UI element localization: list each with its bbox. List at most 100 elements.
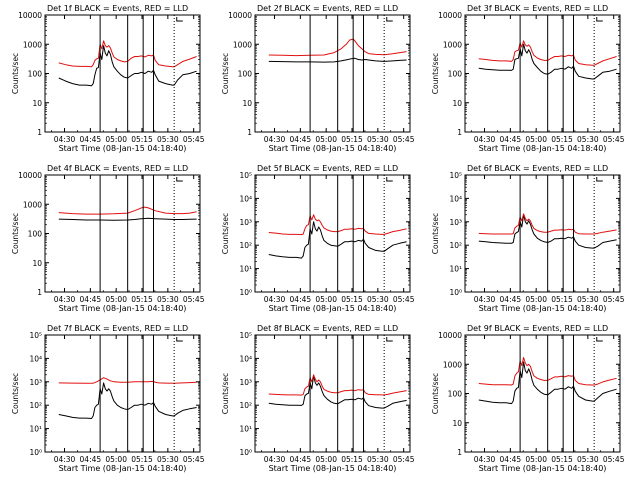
chart-panel: Det 3f BLACK = Events, RED = LLD 1 10 100 10… (431, 4, 625, 153)
x-tick-label: 04:45 (500, 455, 522, 464)
x-tick-label: 05:30 (367, 295, 389, 304)
y-tick-label: 1 (37, 128, 42, 137)
y-tick-label: 10¹ (239, 425, 252, 434)
corner-marker (176, 177, 183, 182)
lld-series-line (478, 213, 617, 235)
x-tick-label: 05:45 (393, 135, 415, 144)
chart-panel: Det 9f BLACK = Events, RED = LLD 1 10 100 10… (431, 324, 625, 473)
x-tick-label: 05:30 (577, 295, 599, 304)
y-axis-title: Counts/sec (11, 53, 20, 94)
y-tick-label: 100 (238, 70, 253, 79)
y-axis-title: Counts/sec (221, 373, 230, 414)
x-tick-label: 04:30 (264, 295, 286, 304)
x-tick-label: 04:30 (54, 135, 76, 144)
plot-frame (254, 334, 411, 453)
y-tick-label: 1 (37, 288, 42, 297)
x-tick-label: 04:30 (474, 455, 496, 464)
y-tick-label: 10 (452, 99, 462, 108)
y-tick-label: 10² (239, 401, 252, 410)
events-series-line (58, 382, 197, 419)
events-series-line (478, 43, 617, 80)
x-tick-label: 05:00 (105, 295, 127, 304)
corner-marker (596, 177, 603, 182)
y-tick-label: 10² (29, 401, 42, 410)
x-tick-label: 05:45 (183, 135, 205, 144)
y-tick-label: 1000 (443, 360, 462, 369)
y-axis-title: Counts/sec (221, 53, 230, 94)
y-axis-title: Counts/sec (431, 53, 440, 94)
x-tick-label: 04:45 (290, 135, 312, 144)
x-axis-title: Start Time (08-Jan-15 04:18:40) (479, 464, 607, 473)
y-tick-label: 10¹ (239, 265, 252, 274)
x-tick-label: 05:30 (157, 295, 179, 304)
x-tick-label: 05:45 (183, 455, 205, 464)
y-tick-label: 1000 (443, 40, 462, 49)
x-tick-label: 05:15 (131, 135, 153, 144)
events-series-line (268, 375, 407, 409)
chart-title: Det 6f BLACK = Events, RED = LLD (467, 164, 608, 173)
corner-marker (386, 17, 393, 22)
y-tick-label: 10¹ (449, 265, 462, 274)
chart-panel: Det 5f BLACK = Events, RED = LLD 10⁰ 10¹ 10… (221, 164, 415, 313)
events-series-line (478, 361, 617, 405)
y-tick-label: 10000 (438, 11, 462, 20)
y-tick-label: 10⁴ (239, 194, 252, 203)
x-tick-label: 04:45 (290, 455, 312, 464)
lld-series-line (478, 357, 617, 386)
x-axis-title: Start Time (08-Jan-15 04:18:40) (59, 144, 187, 153)
x-tick-label: 05:15 (131, 455, 153, 464)
y-tick-label: 1000 (233, 40, 252, 49)
x-tick-label: 04:45 (80, 455, 102, 464)
y-tick-label: 10² (239, 241, 252, 250)
x-tick-label: 05:00 (315, 295, 337, 304)
lld-series-line (268, 214, 407, 236)
x-axis-title: Start Time (08-Jan-15 04:18:40) (59, 464, 187, 473)
y-tick-label: 10⁴ (29, 354, 42, 363)
y-tick-label: 10² (449, 241, 462, 250)
x-tick-label: 04:30 (474, 295, 496, 304)
x-tick-label: 05:15 (341, 135, 363, 144)
y-tick-label: 1000 (23, 40, 42, 49)
chart-panel: Det 8f BLACK = Events, RED = LLD 10⁰ 10¹ 10… (221, 324, 415, 473)
chart-title: Det 8f BLACK = Events, RED = LLD (257, 324, 398, 333)
y-tick-label: 10⁴ (239, 354, 252, 363)
x-tick-label: 05:15 (131, 295, 153, 304)
y-tick-label: 10³ (239, 218, 252, 227)
x-axis-title: Start Time (08-Jan-15 04:18:40) (269, 464, 397, 473)
lld-series-line (268, 374, 407, 396)
y-tick-label: 10⁵ (29, 331, 42, 340)
y-tick-label: 10000 (438, 331, 462, 340)
lld-series-line (478, 40, 617, 66)
chart-title: Det 7f BLACK = Events, RED = LLD (47, 324, 188, 333)
plot-frame (44, 334, 201, 453)
y-tick-label: 100 (448, 390, 463, 399)
x-tick-label: 05:30 (367, 135, 389, 144)
x-tick-label: 05:30 (577, 455, 599, 464)
x-tick-label: 04:45 (500, 295, 522, 304)
x-tick-label: 05:30 (157, 135, 179, 144)
x-tick-label: 05:00 (525, 295, 547, 304)
y-tick-label: 1 (247, 128, 252, 137)
y-tick-label: 10⁵ (239, 171, 252, 180)
y-tick-label: 1 (457, 128, 462, 137)
y-tick-label: 10 (452, 419, 462, 428)
x-tick-label: 05:45 (183, 295, 205, 304)
x-tick-label: 05:15 (551, 135, 573, 144)
chart-panel: Det 1f BLACK = Events, RED = LLD 1 10 100 10… (11, 4, 205, 153)
corner-marker (176, 337, 183, 342)
y-tick-label: 10⁰ (239, 288, 252, 297)
corner-marker (176, 17, 183, 22)
x-tick-label: 05:00 (105, 135, 127, 144)
x-tick-label: 04:45 (500, 135, 522, 144)
events-series-line (268, 221, 407, 259)
x-tick-label: 05:15 (551, 295, 573, 304)
chart-panel: Det 2f BLACK = Events, RED = LLD 1 10 100 10… (221, 4, 415, 153)
chart-title: Det 1f BLACK = Events, RED = LLD (47, 4, 188, 13)
y-tick-label: 10¹ (29, 425, 42, 434)
x-tick-label: 05:45 (603, 295, 625, 304)
y-tick-label: 10000 (18, 171, 42, 180)
y-tick-label: 10⁴ (449, 194, 462, 203)
x-tick-label: 04:45 (80, 295, 102, 304)
plot-frame (464, 174, 621, 293)
x-tick-label: 05:45 (603, 135, 625, 144)
